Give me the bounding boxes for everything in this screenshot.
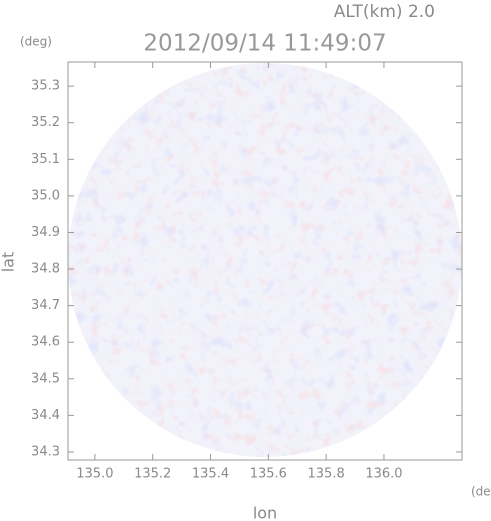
y-tick-label: 34.8 xyxy=(31,262,60,277)
x-tick-label: 135.0 xyxy=(76,467,113,482)
x-tick-label: 135.2 xyxy=(134,467,171,482)
y-axis-label: lat xyxy=(0,252,18,273)
y-tick-label: 35.0 xyxy=(31,188,60,203)
x-unit: (deg) xyxy=(471,485,491,499)
y-tick-label: 34.5 xyxy=(31,371,60,386)
x-tick-label: 135.8 xyxy=(308,467,345,482)
plot-frame xyxy=(67,61,463,461)
y-tick-label: 35.1 xyxy=(31,152,60,167)
x-axis-label: lon xyxy=(253,504,277,521)
y-tick-label: 35.2 xyxy=(31,115,60,130)
x-tick-label: 135.4 xyxy=(192,467,229,482)
altitude-label: ALT(km) 2.0 xyxy=(334,2,435,22)
chart-title: 2012/09/14 11:49:07 xyxy=(143,31,386,57)
radar-field xyxy=(68,63,462,457)
y-unit: (deg) xyxy=(20,35,52,49)
y-tick-label: 34.4 xyxy=(31,408,60,423)
x-tick-label: 136.0 xyxy=(365,467,402,482)
y-tick-label: 34.9 xyxy=(31,225,60,240)
y-tick-label: 34.6 xyxy=(31,335,60,350)
y-tick-label: 34.7 xyxy=(31,298,60,313)
y-tick-label: 35.3 xyxy=(31,79,60,94)
x-tick-label: 135.6 xyxy=(250,467,287,482)
y-tick-label: 34.3 xyxy=(31,444,60,459)
